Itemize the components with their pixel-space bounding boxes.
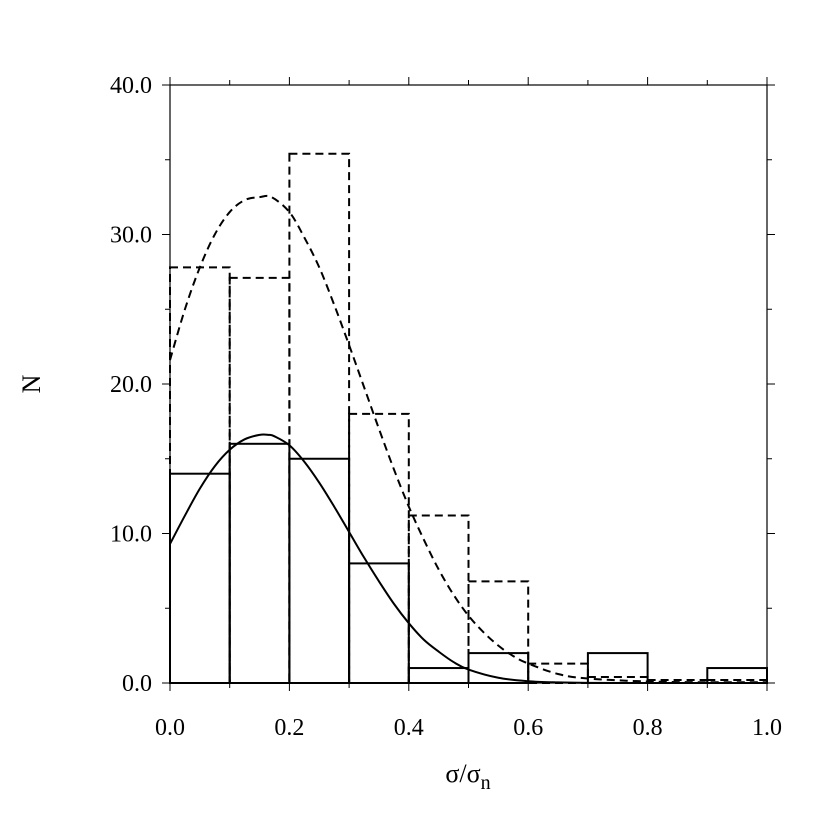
x-axis-label: σ/σn	[445, 759, 490, 794]
fit-curves	[169, 194, 768, 685]
y-tick-label: 10.0	[110, 522, 152, 548]
bar-solid	[228, 442, 291, 684]
bar-solid	[288, 457, 351, 684]
x-tick-label: 0.0	[155, 715, 185, 741]
bar-dashed	[407, 514, 470, 684]
y-tick-label: 0.0	[122, 671, 152, 697]
fit-curve-dashed	[169, 194, 768, 684]
y-axis-label: N	[17, 374, 46, 393]
axis-ticks	[162, 77, 775, 691]
bar-dashed	[228, 276, 291, 684]
histogram-bars	[169, 152, 768, 685]
y-tick-label: 40.0	[110, 73, 152, 99]
y-tick-label: 30.0	[110, 223, 152, 249]
bar-solid	[169, 472, 231, 685]
x-axis-label-main: σ/σ	[445, 759, 480, 788]
x-tick-label: 0.6	[513, 715, 543, 741]
x-tick-label: 0.2	[274, 715, 304, 741]
y-tick-label: 20.0	[110, 372, 152, 398]
x-tick-label: 1.0	[752, 715, 782, 741]
bar-dashed	[288, 152, 351, 684]
bar-dashed	[467, 580, 530, 685]
x-tick-label: 0.8	[633, 715, 663, 741]
bar-solid	[407, 667, 470, 684]
plot-frame	[169, 84, 768, 684]
fit-curve-solid	[169, 433, 767, 685]
x-axis-label-sub: n	[481, 772, 491, 794]
tick-labels: 0.0 0.2 0.4 0.6 0.8 1.0 0.0 10.0 20.0 30.0 40.0	[110, 73, 782, 741]
x-tick-label: 0.4	[394, 715, 424, 741]
